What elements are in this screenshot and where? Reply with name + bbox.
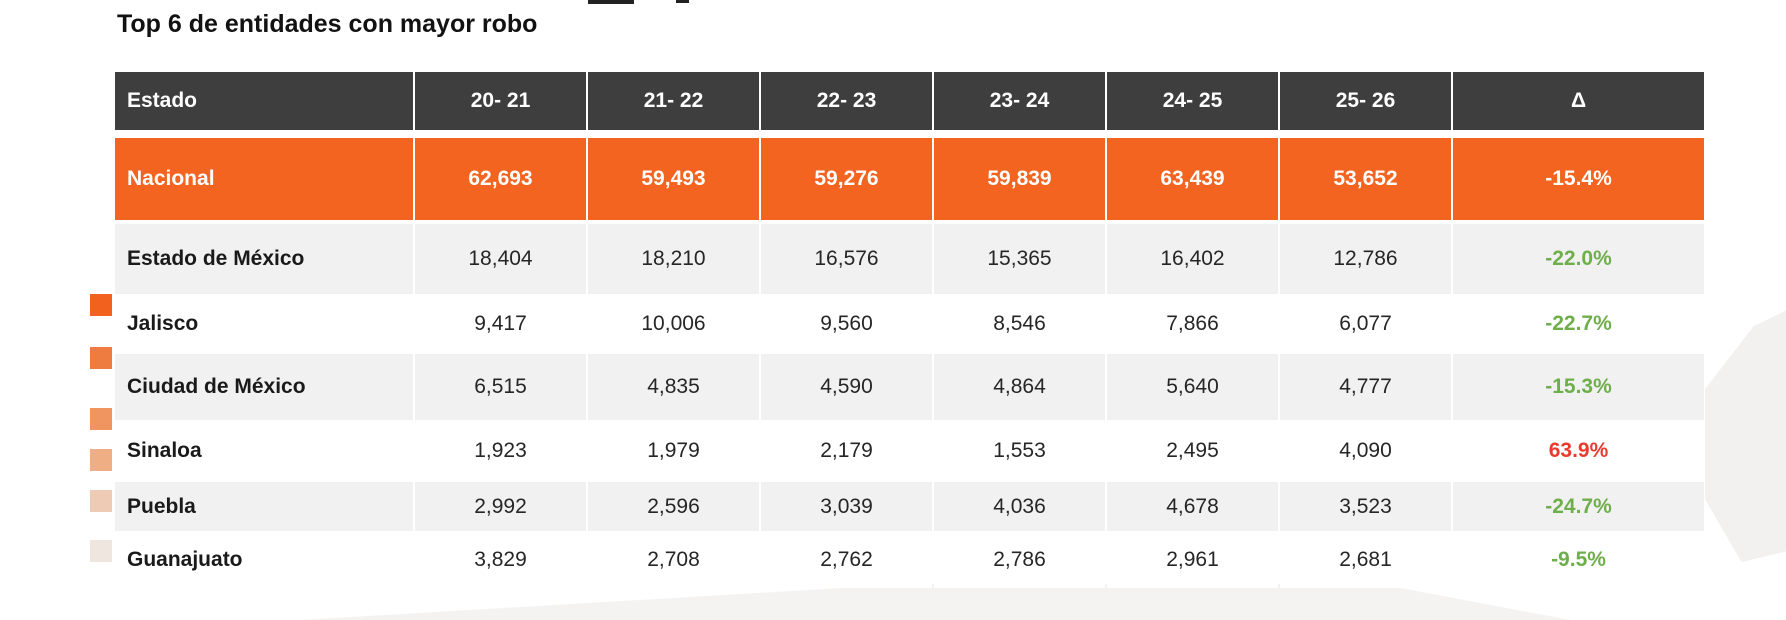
- state-value-0: 3,829: [415, 531, 586, 588]
- cropped-text-artifact: [676, 0, 689, 3]
- state-delta: -22.7%: [1453, 294, 1704, 354]
- state-value-0: 9,417: [415, 294, 586, 354]
- column-header-0: Estado: [115, 72, 413, 130]
- table-row: Sinaloa 1,923 1,979 2,179 1,553 2,495 4,090 63.…: [115, 420, 1706, 482]
- legend-square-icon: [90, 540, 112, 562]
- state-value-2: 9,560: [761, 294, 932, 354]
- state-value-5: 2,681: [1280, 531, 1451, 588]
- page-title: Top 6 de entidades con mayor robo: [117, 10, 538, 38]
- state-value-5: 3,523: [1280, 482, 1451, 531]
- state-value-1: 4,835: [588, 354, 759, 420]
- state-value-4: 5,640: [1107, 354, 1278, 420]
- state-value-4: 2,495: [1107, 420, 1278, 482]
- state-value-1: 1,979: [588, 420, 759, 482]
- cropped-text-artifact: [588, 0, 634, 4]
- state-value-2: 3,039: [761, 482, 932, 531]
- legend-square-icon: [90, 449, 112, 471]
- column-header-4: 23- 24: [934, 72, 1105, 130]
- national-value-5: 53,652: [1280, 138, 1451, 220]
- watermark-chevron-bottom: [300, 584, 1570, 620]
- state-value-1: 18,210: [588, 224, 759, 294]
- table-header-row: Estado 20- 21 21- 22 22- 23 23- 24 24- 25 25- …: [115, 72, 1706, 130]
- legend-square-icon: [90, 408, 112, 430]
- state-value-3: 4,036: [934, 482, 1105, 531]
- state-value-3: 15,365: [934, 224, 1105, 294]
- state-value-4: 16,402: [1107, 224, 1278, 294]
- state-value-1: 2,596: [588, 482, 759, 531]
- column-header-5: 24- 25: [1107, 72, 1278, 130]
- robo-table: Estado 20- 21 21- 22 22- 23 23- 24 24- 25 25- …: [115, 72, 1706, 588]
- table-row: Guanajuato 3,829 2,708 2,762 2,786 2,961 2,681…: [115, 531, 1706, 588]
- table-row-nacional: Nacional 62,693 59,493 59,276 59,839 63,439 53…: [115, 138, 1706, 220]
- table-row: Ciudad de México 6,515 4,835 4,590 4,864 5,64…: [115, 354, 1706, 420]
- state-name: Jalisco: [115, 294, 413, 354]
- state-value-3: 1,553: [934, 420, 1105, 482]
- national-value-0: 62,693: [415, 138, 586, 220]
- state-delta: -15.3%: [1453, 354, 1704, 420]
- state-value-2: 4,590: [761, 354, 932, 420]
- table-row: Puebla 2,992 2,596 3,039 4,036 4,678 3,523 -24.…: [115, 482, 1706, 531]
- state-delta: -9.5%: [1453, 531, 1704, 588]
- state-value-5: 4,777: [1280, 354, 1451, 420]
- state-value-3: 8,546: [934, 294, 1105, 354]
- state-value-0: 1,923: [415, 420, 586, 482]
- watermark-chevron-right: [1705, 310, 1786, 562]
- state-value-0: 18,404: [415, 224, 586, 294]
- state-delta: -24.7%: [1453, 482, 1704, 531]
- column-header-2: 21- 22: [588, 72, 759, 130]
- state-value-4: 4,678: [1107, 482, 1278, 531]
- state-value-4: 7,866: [1107, 294, 1278, 354]
- state-value-5: 12,786: [1280, 224, 1451, 294]
- state-value-5: 4,090: [1280, 420, 1451, 482]
- state-value-5: 6,077: [1280, 294, 1451, 354]
- state-value-1: 2,708: [588, 531, 759, 588]
- legend-square-icon: [90, 490, 112, 512]
- state-value-0: 6,515: [415, 354, 586, 420]
- table-row: Estado de México 18,404 18,210 16,576 15,365…: [115, 224, 1706, 294]
- state-name: Guanajuato: [115, 531, 413, 588]
- state-name: Estado de México: [115, 224, 413, 294]
- column-header-7: Δ: [1453, 72, 1704, 130]
- column-header-1: 20- 21: [415, 72, 586, 130]
- national-value-4: 63,439: [1107, 138, 1278, 220]
- national-value-1: 59,493: [588, 138, 759, 220]
- column-header-6: 25- 26: [1280, 72, 1451, 130]
- state-value-2: 2,179: [761, 420, 932, 482]
- legend-square-icon: [90, 347, 112, 369]
- state-value-3: 2,786: [934, 531, 1105, 588]
- state-value-2: 16,576: [761, 224, 932, 294]
- state-value-1: 10,006: [588, 294, 759, 354]
- national-delta: -15.4%: [1453, 138, 1704, 220]
- national-label: Nacional: [115, 138, 413, 220]
- state-name: Ciudad de México: [115, 354, 413, 420]
- legend-square-icon: [90, 294, 112, 316]
- table-body: Estado de México 18,404 18,210 16,576 15,365…: [115, 224, 1706, 588]
- state-value-2: 2,762: [761, 531, 932, 588]
- national-value-2: 59,276: [761, 138, 932, 220]
- column-header-3: 22- 23: [761, 72, 932, 130]
- national-value-3: 59,839: [934, 138, 1105, 220]
- state-delta: 63.9%: [1453, 420, 1704, 482]
- state-value-3: 4,864: [934, 354, 1105, 420]
- state-value-0: 2,992: [415, 482, 586, 531]
- state-value-4: 2,961: [1107, 531, 1278, 588]
- state-name: Sinaloa: [115, 420, 413, 482]
- table-row: Jalisco 9,417 10,006 9,560 8,546 7,866 6,077 -2…: [115, 294, 1706, 354]
- state-name: Puebla: [115, 482, 413, 531]
- state-delta: -22.0%: [1453, 224, 1704, 294]
